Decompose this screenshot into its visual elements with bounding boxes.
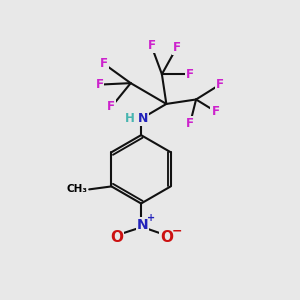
- Text: H: H: [125, 112, 135, 125]
- Text: F: F: [148, 40, 155, 52]
- Text: N: N: [137, 218, 148, 232]
- Text: −: −: [172, 225, 182, 238]
- Text: F: F: [212, 105, 219, 118]
- Text: +: +: [147, 213, 155, 224]
- Text: O: O: [160, 230, 173, 245]
- Text: O: O: [110, 230, 123, 245]
- Text: F: F: [173, 41, 181, 54]
- Text: F: F: [216, 78, 224, 91]
- Text: CH₃: CH₃: [67, 184, 88, 194]
- Text: F: F: [107, 100, 116, 113]
- Text: F: F: [186, 117, 194, 130]
- Text: F: F: [186, 68, 194, 81]
- Text: F: F: [95, 78, 104, 91]
- Text: F: F: [100, 57, 108, 70]
- Text: N: N: [137, 112, 148, 125]
